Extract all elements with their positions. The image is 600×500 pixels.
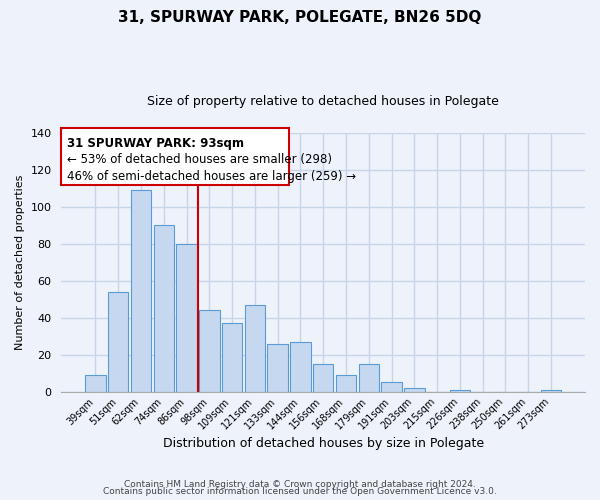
Bar: [541, 390, 561, 392]
Bar: [131, 190, 151, 392]
Bar: [85, 375, 106, 392]
Bar: [449, 390, 470, 392]
Bar: [268, 344, 288, 392]
Y-axis label: Number of detached properties: Number of detached properties: [15, 174, 25, 350]
Bar: [154, 225, 174, 392]
Text: 46% of semi-detached houses are larger (259) →: 46% of semi-detached houses are larger (…: [67, 170, 356, 182]
Bar: [313, 364, 334, 392]
Bar: [381, 382, 402, 392]
Bar: [199, 310, 220, 392]
Title: Size of property relative to detached houses in Polegate: Size of property relative to detached ho…: [147, 95, 499, 108]
Text: 31 SPURWAY PARK: 93sqm: 31 SPURWAY PARK: 93sqm: [67, 137, 244, 150]
Text: Contains public sector information licensed under the Open Government Licence v3: Contains public sector information licen…: [103, 487, 497, 496]
Bar: [176, 244, 197, 392]
X-axis label: Distribution of detached houses by size in Polegate: Distribution of detached houses by size …: [163, 437, 484, 450]
Bar: [290, 342, 311, 392]
Text: ← 53% of detached houses are smaller (298): ← 53% of detached houses are smaller (29…: [67, 153, 332, 166]
Bar: [245, 305, 265, 392]
Text: Contains HM Land Registry data © Crown copyright and database right 2024.: Contains HM Land Registry data © Crown c…: [124, 480, 476, 489]
Bar: [336, 375, 356, 392]
Bar: [404, 388, 425, 392]
Bar: [359, 364, 379, 392]
Text: 31, SPURWAY PARK, POLEGATE, BN26 5DQ: 31, SPURWAY PARK, POLEGATE, BN26 5DQ: [118, 10, 482, 25]
Bar: [222, 323, 242, 392]
Bar: [108, 292, 128, 392]
